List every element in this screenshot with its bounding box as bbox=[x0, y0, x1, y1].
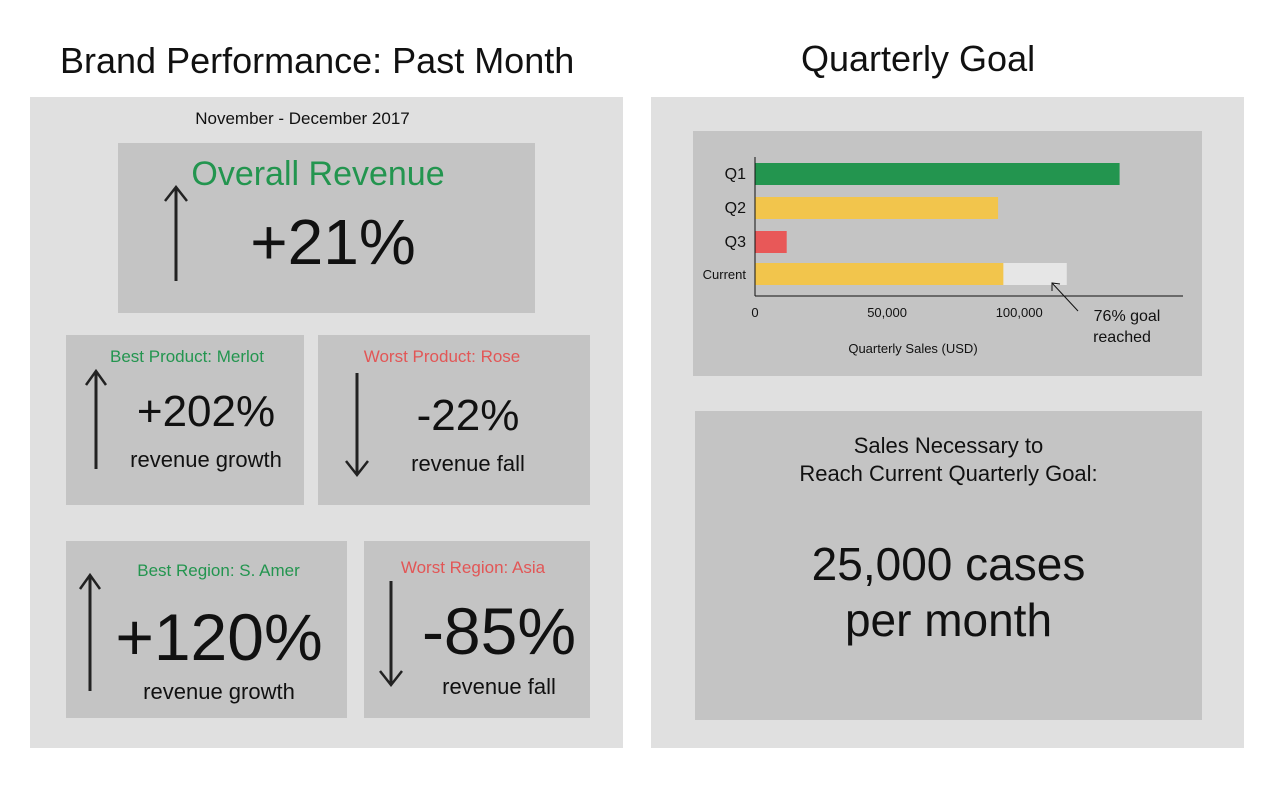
x-axis-label: Quarterly Sales (USD) bbox=[848, 341, 977, 356]
x-tick-label: 0 bbox=[751, 305, 758, 320]
brand-performance-panel: November - December 2017 Overall Revenue… bbox=[30, 97, 623, 748]
quarterly-sales-chart-card: Q1 Q2 Q3 Current 0 50,000 100,000 Quarterly S… bbox=[693, 131, 1202, 376]
worst-product-value: -22% bbox=[368, 391, 568, 441]
annotation-line-1: 76% goal bbox=[1094, 308, 1161, 325]
y-tick-label: Q3 bbox=[725, 234, 746, 251]
best-product-caption: revenue growth bbox=[106, 447, 306, 473]
right-title: Quarterly Goal bbox=[801, 38, 1035, 80]
annotation-line-2: reached bbox=[1093, 329, 1151, 346]
bar-q1 bbox=[755, 163, 1120, 185]
arrow-up-icon bbox=[78, 571, 102, 693]
arrow-down-icon bbox=[378, 579, 404, 689]
x-tick-label: 50,000 bbox=[867, 305, 907, 320]
y-tick-label: Q1 bbox=[725, 166, 746, 183]
overall-revenue-card: Overall Revenue +21% bbox=[118, 143, 535, 313]
worst-region-caption: revenue fall bbox=[410, 674, 588, 700]
best-region-card: Best Region: S. Amer +120% revenue growt… bbox=[66, 541, 347, 718]
sales-necessary-card: Sales Necessary to Reach Current Quarter… bbox=[695, 411, 1202, 720]
sales-necessary-heading-1: Sales Necessary to bbox=[695, 433, 1202, 459]
best-product-card: Best Product: Merlot +202% revenue growt… bbox=[66, 335, 304, 505]
worst-product-card: Worst Product: Rose -22% revenue fall bbox=[318, 335, 590, 505]
bar-q2 bbox=[755, 197, 998, 219]
date-range: November - December 2017 bbox=[30, 109, 575, 129]
overall-revenue-value: +21% bbox=[198, 205, 468, 279]
y-tick-label: Current bbox=[703, 267, 747, 282]
left-title: Brand Performance: Past Month bbox=[60, 40, 574, 82]
arrow-down-icon bbox=[344, 371, 370, 479]
sales-necessary-value-2: per month bbox=[695, 593, 1202, 647]
worst-product-caption: revenue fall bbox=[368, 451, 568, 477]
quarterly-goal-panel: Q1 Q2 Q3 Current 0 50,000 100,000 Quarterly S… bbox=[651, 97, 1244, 748]
overall-revenue-label: Overall Revenue bbox=[158, 155, 478, 194]
best-region-value: +120% bbox=[106, 599, 332, 675]
x-tick-label: 100,000 bbox=[996, 305, 1043, 320]
quarterly-sales-chart: Q1 Q2 Q3 Current 0 50,000 100,000 Quarterly S… bbox=[693, 131, 1202, 376]
best-region-label: Best Region: S. Amer bbox=[66, 561, 371, 581]
y-tick-label: Q2 bbox=[725, 200, 746, 217]
bar-current bbox=[755, 263, 1003, 285]
worst-product-label: Worst Product: Rose bbox=[318, 347, 566, 367]
worst-region-card: Worst Region: Asia -85% revenue fall bbox=[364, 541, 590, 718]
worst-region-label: Worst Region: Asia bbox=[364, 558, 582, 578]
sales-necessary-value-1: 25,000 cases bbox=[695, 537, 1202, 591]
worst-region-value: -85% bbox=[410, 593, 588, 669]
arrow-up-icon bbox=[162, 183, 190, 283]
annotation-pointer bbox=[1052, 283, 1078, 311]
arrow-up-icon bbox=[84, 367, 108, 471]
best-region-caption: revenue growth bbox=[106, 679, 332, 705]
best-product-label: Best Product: Merlot bbox=[66, 347, 308, 367]
sales-necessary-heading-2: Reach Current Quarterly Goal: bbox=[695, 461, 1202, 487]
best-product-value: +202% bbox=[106, 387, 306, 437]
bar-q3 bbox=[755, 231, 787, 253]
